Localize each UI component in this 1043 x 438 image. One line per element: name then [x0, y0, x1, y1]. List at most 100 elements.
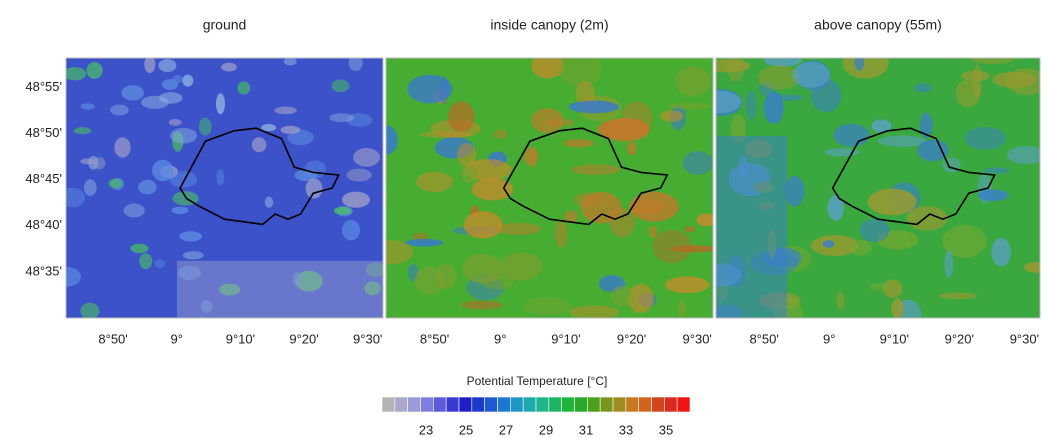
map-texture	[342, 192, 370, 208]
x-tick-label: 8°50'	[98, 331, 127, 346]
map-texture	[991, 238, 1010, 267]
colorbar-tick-label: 35	[659, 422, 673, 437]
colorbar-swatch	[395, 397, 408, 412]
map-texture	[261, 124, 276, 131]
map-texture	[406, 239, 444, 247]
map-texture	[349, 55, 363, 71]
map-texture	[914, 83, 932, 92]
map-texture	[524, 297, 571, 315]
x-tick-label: 9°10'	[226, 331, 255, 346]
map-texture	[274, 107, 297, 115]
colorbar-tick-label: 29	[539, 422, 553, 437]
colorbar-swatch	[562, 397, 575, 412]
colorbar-tick-label: 27	[499, 422, 513, 437]
map-texture	[331, 79, 349, 92]
map-texture	[833, 124, 869, 147]
map-panel	[367, 52, 719, 318]
map-texture	[80, 158, 94, 164]
map-texture	[785, 176, 805, 207]
map-texture	[448, 101, 475, 132]
map-texture	[461, 301, 502, 310]
map-texture	[237, 81, 250, 94]
x-tick-label: 9°20'	[289, 331, 318, 346]
colorbar-swatch	[549, 397, 562, 412]
map-texture	[329, 113, 354, 122]
map-texture	[764, 53, 802, 67]
colorbar-swatch	[446, 397, 459, 412]
map-texture	[177, 261, 383, 318]
colorbar-tick-label: 31	[579, 422, 593, 437]
map-texture	[984, 167, 1009, 173]
x-tick-label: 8°50'	[749, 331, 778, 346]
map-texture	[131, 244, 149, 254]
map-texture	[627, 142, 636, 155]
map-texture	[169, 119, 182, 126]
map-texture	[665, 276, 709, 293]
x-tick-label: 9°	[823, 331, 835, 346]
map-texture	[891, 298, 904, 318]
map-texture	[630, 192, 679, 222]
y-tick-label: 48°50'	[25, 125, 62, 140]
map-texture	[855, 53, 864, 71]
map-texture	[172, 207, 189, 214]
map-texture	[80, 303, 99, 319]
map-texture	[868, 189, 917, 216]
map-texture	[727, 50, 745, 82]
map-texture	[416, 172, 453, 192]
colorbar-swatch	[575, 397, 588, 412]
map-texture	[500, 252, 542, 280]
map-texture	[792, 62, 829, 88]
map-texture	[63, 67, 86, 80]
map-texture	[138, 180, 157, 194]
colorbar-swatch	[536, 397, 549, 412]
map-texture	[114, 137, 130, 157]
colorbar-swatch	[677, 397, 690, 412]
map-panel	[697, 47, 1043, 332]
map-texture	[154, 259, 165, 268]
map-texture	[964, 127, 1006, 150]
map-texture	[494, 130, 507, 139]
y-tick-label: 48°55'	[25, 79, 62, 94]
map-texture	[252, 137, 267, 152]
map-texture	[611, 286, 634, 307]
y-tick-label: 48°45'	[25, 171, 62, 186]
map-texture	[93, 157, 105, 169]
map-texture	[464, 211, 503, 239]
map-texture	[457, 143, 476, 166]
map-texture	[179, 231, 202, 241]
x-tick-label: 9°	[171, 331, 183, 346]
map-texture	[481, 275, 514, 289]
map-texture	[823, 240, 835, 248]
colorbar-swatch	[433, 397, 446, 412]
colorbar-swatch	[613, 397, 626, 412]
map-texture	[992, 72, 1035, 88]
map-texture	[121, 85, 143, 100]
colorbar-swatch	[510, 397, 523, 412]
map-texture	[182, 75, 193, 87]
map-texture	[670, 245, 719, 252]
x-tick-label: 9°30'	[353, 331, 382, 346]
colorbar-swatch	[408, 397, 421, 412]
map-texture	[81, 103, 95, 109]
figure: Potential Temperature [°C] ground8°50'9°…	[0, 0, 1043, 438]
map-texture	[649, 226, 657, 238]
x-tick-label: 9°30'	[1010, 331, 1039, 346]
map-texture	[836, 292, 844, 310]
colorbar-swatch	[523, 397, 536, 412]
map-texture	[158, 59, 176, 72]
y-tick-label: 48°35'	[25, 263, 62, 278]
map-texture	[169, 171, 197, 188]
colorbar-tick-label: 23	[419, 422, 433, 437]
map-texture	[870, 283, 892, 291]
x-tick-label: 9°	[494, 331, 506, 346]
panel-title: ground	[203, 17, 247, 33]
x-tick-label: 9°30'	[683, 331, 712, 346]
map-texture	[304, 160, 326, 178]
map-texture	[669, 103, 710, 110]
x-tick-label: 9°10'	[880, 331, 909, 346]
map-texture	[110, 105, 129, 116]
map-texture	[572, 164, 621, 175]
x-tick-label: 9°20'	[617, 331, 646, 346]
y-tick-label: 48°40'	[25, 217, 62, 232]
x-tick-label: 9°10'	[551, 331, 580, 346]
